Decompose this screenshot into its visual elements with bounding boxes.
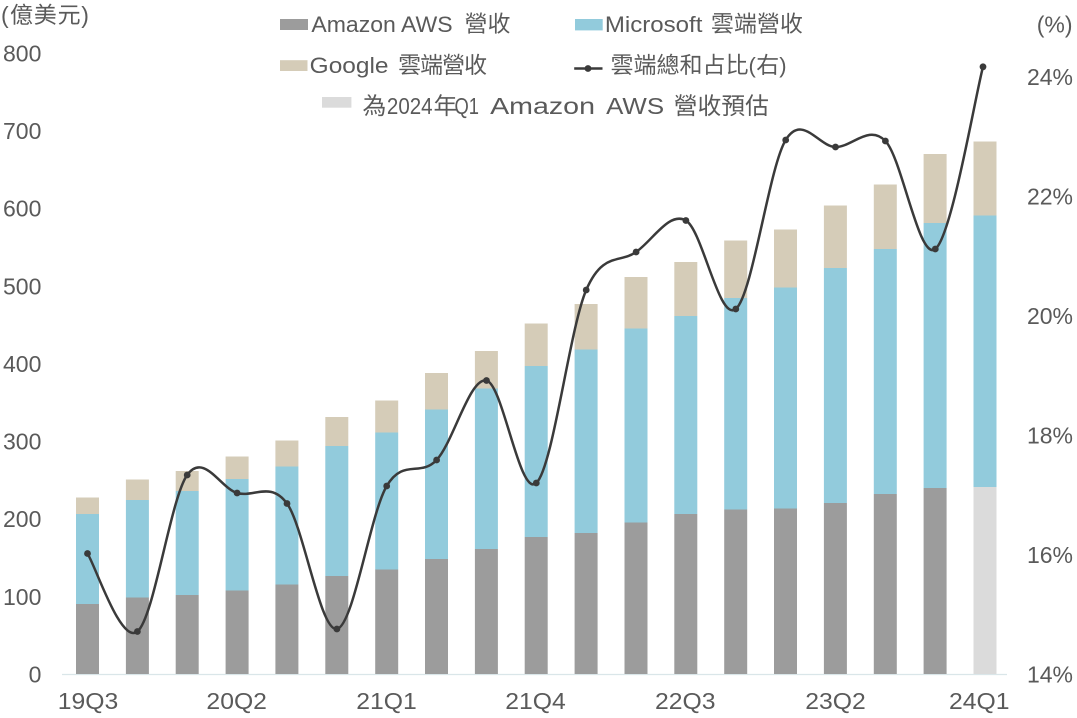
svg-text:200: 200 (3, 506, 41, 532)
svg-text:800: 800 (3, 40, 41, 66)
svg-text:Amazon AWS: Amazon AWS (311, 12, 452, 37)
svg-text:2024: 2024 (387, 93, 433, 119)
svg-text:(%): (%) (1037, 12, 1073, 38)
svg-text:23Q2: 23Q2 (805, 688, 866, 714)
svg-text:24Q1: 24Q1 (949, 688, 1010, 714)
svg-text:(: ( (1, 2, 9, 28)
svg-text:20Q2: 20Q2 (206, 688, 267, 714)
svg-text:400: 400 (3, 351, 41, 377)
svg-text:21Q1: 21Q1 (356, 688, 417, 714)
svg-text:24%: 24% (1027, 64, 1073, 90)
svg-text:): ) (779, 53, 786, 78)
svg-text:(: ( (749, 53, 757, 78)
svg-text:): ) (81, 2, 89, 28)
svg-text:20%: 20% (1027, 303, 1073, 329)
svg-text:300: 300 (3, 429, 41, 455)
svg-text:0: 0 (29, 661, 42, 687)
svg-text:22Q3: 22Q3 (655, 688, 716, 714)
svg-text:700: 700 (3, 118, 41, 144)
svg-text:Google: Google (310, 53, 389, 78)
svg-text:18%: 18% (1027, 423, 1073, 449)
svg-text:16%: 16% (1027, 542, 1073, 568)
svg-text:100: 100 (3, 584, 41, 610)
svg-text:Q1: Q1 (455, 93, 480, 119)
svg-text:AWS: AWS (606, 93, 664, 119)
svg-text:500: 500 (3, 273, 41, 299)
svg-text:22%: 22% (1027, 184, 1073, 210)
svg-text:19Q3: 19Q3 (58, 688, 119, 714)
svg-text:21Q4: 21Q4 (505, 688, 566, 714)
svg-text:Microsoft: Microsoft (605, 12, 703, 37)
svg-text:14%: 14% (1027, 662, 1073, 688)
svg-text:600: 600 (3, 196, 41, 222)
svg-text:Amazon: Amazon (490, 93, 595, 119)
